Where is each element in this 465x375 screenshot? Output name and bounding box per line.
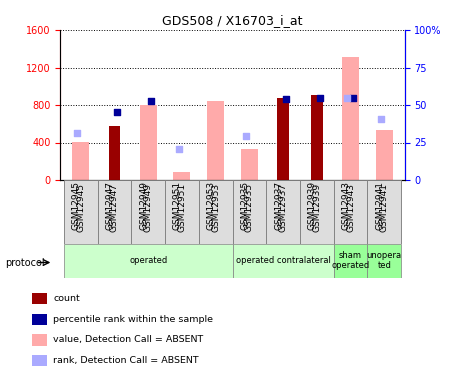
Text: protocol: protocol	[5, 258, 44, 267]
Point	[350, 96, 357, 102]
Text: GSM12951: GSM12951	[177, 183, 186, 232]
Bar	[241, 149, 258, 180]
Text: GSM12939: GSM12939	[312, 183, 321, 232]
Text: GSM12939: GSM12939	[308, 181, 317, 230]
Text: GSM12937: GSM12937	[279, 183, 288, 232]
Text: operated contralateral: operated contralateral	[236, 256, 331, 265]
Text: operated: operated	[129, 256, 167, 265]
Bar	[367, 244, 401, 278]
Text: GSM12953: GSM12953	[211, 183, 220, 232]
Text: GSM12949: GSM12949	[139, 181, 148, 230]
Text: GSM12941: GSM12941	[375, 181, 384, 230]
Bar	[72, 142, 89, 180]
Text: GSM12951: GSM12951	[173, 181, 182, 230]
Bar	[140, 105, 157, 180]
Bar	[131, 180, 165, 244]
Bar	[334, 180, 367, 244]
Bar	[232, 180, 266, 244]
Bar	[300, 180, 334, 244]
Text: GSM12941: GSM12941	[380, 183, 389, 232]
Point	[113, 109, 121, 115]
Text: GSM12937: GSM12937	[274, 181, 283, 230]
Bar	[334, 244, 367, 278]
Bar	[32, 293, 47, 304]
Point	[344, 96, 351, 102]
Text: GSM12943: GSM12943	[342, 181, 351, 230]
Text: GSM12935: GSM12935	[245, 183, 254, 232]
Bar	[342, 57, 359, 180]
Bar	[207, 101, 224, 180]
Bar	[311, 95, 323, 180]
Text: GSM12935: GSM12935	[240, 181, 249, 230]
Point	[147, 98, 154, 104]
Text: GSM12947: GSM12947	[106, 181, 114, 230]
Bar	[32, 334, 47, 346]
Bar	[32, 314, 47, 325]
Point	[316, 94, 323, 100]
Text: GSM12945: GSM12945	[76, 183, 85, 232]
Text: GSM12945: GSM12945	[72, 181, 81, 230]
Bar	[165, 180, 199, 244]
Bar	[32, 355, 47, 366]
Point	[242, 133, 250, 139]
Bar	[98, 180, 131, 244]
Text: count: count	[53, 294, 80, 303]
Bar	[108, 126, 120, 180]
Point	[175, 146, 182, 152]
Bar	[277, 99, 289, 180]
Bar	[376, 130, 393, 180]
Bar	[64, 244, 232, 278]
Text: percentile rank within the sample: percentile rank within the sample	[53, 315, 213, 324]
Text: GSM12943: GSM12943	[346, 183, 355, 232]
Text: GSM12953: GSM12953	[206, 181, 216, 230]
Point	[282, 96, 290, 102]
Text: GSM12949: GSM12949	[144, 183, 153, 232]
Bar	[266, 180, 300, 244]
Bar	[199, 180, 232, 244]
Text: rank, Detection Call = ABSENT: rank, Detection Call = ABSENT	[53, 356, 199, 365]
Text: unopera
ted: unopera ted	[367, 251, 402, 270]
Point	[73, 130, 81, 136]
Point	[377, 116, 385, 122]
Bar	[173, 172, 190, 180]
Text: GSM12947: GSM12947	[110, 183, 119, 232]
Text: sham
operated: sham operated	[332, 251, 370, 270]
Bar	[367, 180, 401, 244]
Title: GDS508 / X16703_i_at: GDS508 / X16703_i_at	[162, 15, 303, 27]
Bar	[232, 244, 334, 278]
Bar	[64, 180, 98, 244]
Text: value, Detection Call = ABSENT: value, Detection Call = ABSENT	[53, 335, 204, 344]
